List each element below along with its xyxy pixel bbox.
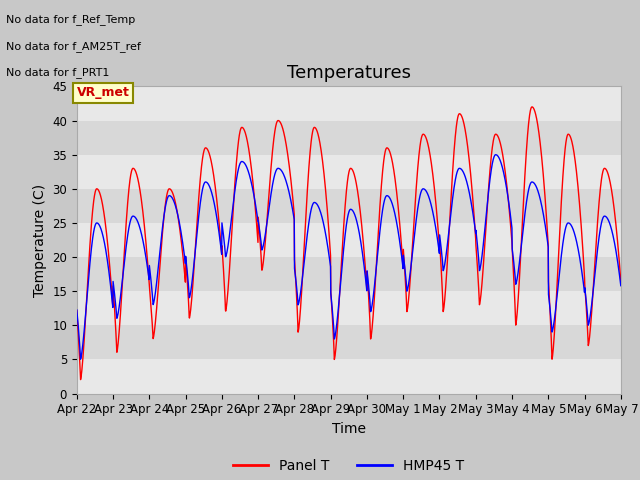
Bar [77,360,621,394]
Panel T [73,308,81,313]
Line: HMP45 T: HMP45 T [77,155,621,359]
Text: No data for f_Ref_Temp: No data for f_Ref_Temp [6,14,136,25]
Line: Panel T: Panel T [77,107,621,380]
Bar [77,120,621,155]
HMP45 T [376,224,384,229]
Text: No data for f_AM25T_ref: No data for f_AM25T_ref [6,41,141,52]
HMP45 T [77,356,84,362]
Text: No data for f_PRT1: No data for f_PRT1 [6,67,110,78]
Bar [77,223,621,257]
X-axis label: Time: Time [332,422,366,436]
Bar [77,86,621,120]
Title: Temperatures: Temperatures [287,64,411,82]
Bar [77,291,621,325]
Bar [77,257,621,291]
HMP45 T [365,283,372,288]
Panel T [507,227,515,232]
HMP45 T [225,238,232,244]
Panel T [77,377,84,383]
HMP45 T [617,283,625,288]
Panel T [584,343,592,348]
Panel T [570,145,577,151]
Panel T [376,196,384,202]
Bar [77,189,621,223]
Y-axis label: Temperature (C): Temperature (C) [33,183,47,297]
Bar [77,155,621,189]
Panel T [225,277,232,283]
HMP45 T [492,152,500,157]
HMP45 T [73,307,81,313]
Panel T [365,293,372,299]
Legend: Panel T, HMP45 T: Panel T, HMP45 T [228,454,470,479]
Text: VR_met: VR_met [77,86,130,99]
HMP45 T [584,322,592,328]
Panel T [528,104,536,110]
Bar [77,325,621,360]
HMP45 T [508,219,515,225]
HMP45 T [570,227,577,232]
Panel T [617,278,625,284]
